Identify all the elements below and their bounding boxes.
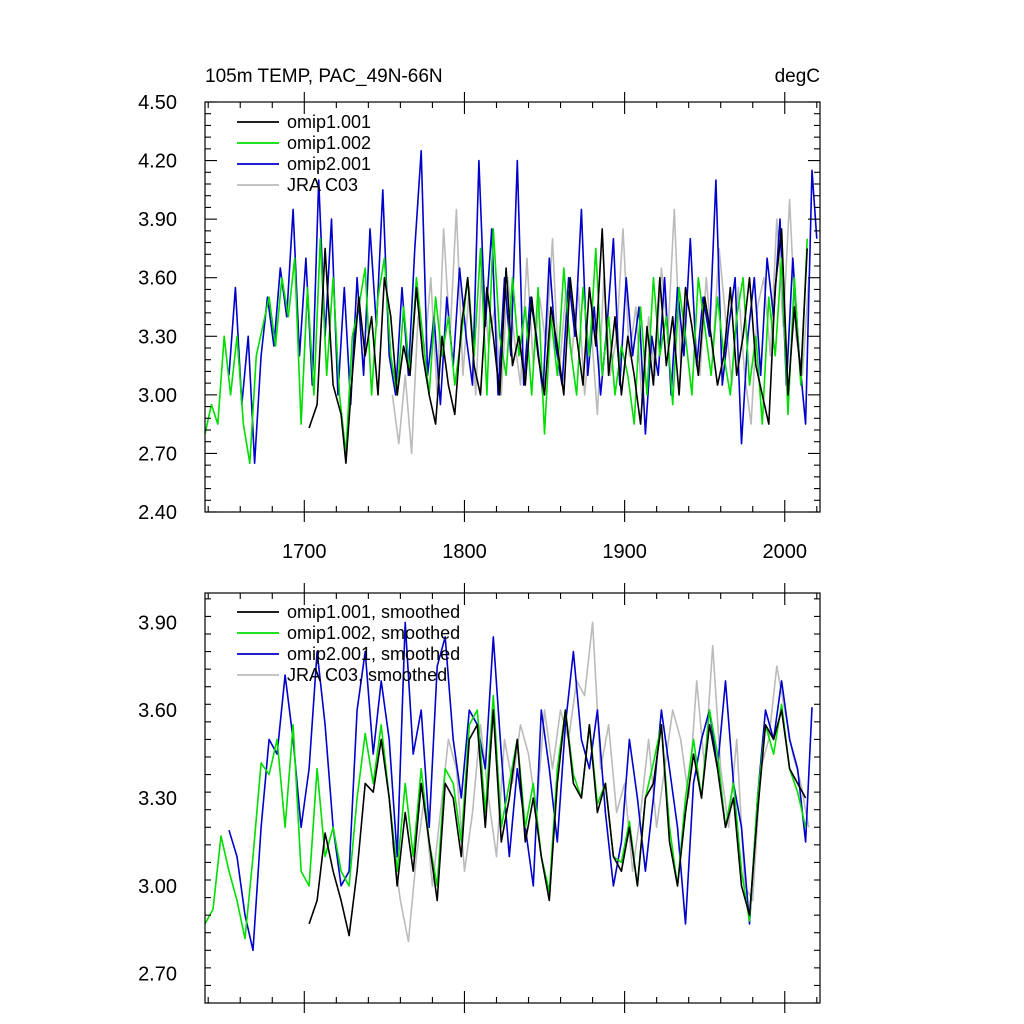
panel-top-units: degC xyxy=(775,66,820,87)
bottom-plot-frame xyxy=(204,592,821,1004)
top-series-line-0 xyxy=(308,228,808,465)
top-y-tick-label: 4.20 xyxy=(138,151,177,173)
panel-top: 105m TEMP, PAC_49N-66N degC 2.40 2.70 3.00… xyxy=(138,66,821,563)
top-x-tick-label: 1900 xyxy=(602,541,647,563)
panel-bottom: 2.70 3.00 3.30 3.60 3.90 omip1.001, smoothed… xyxy=(138,583,821,1013)
top-legend-label-3: JRA C03 xyxy=(287,175,358,195)
panel-bottom-plot-area: 2.70 3.00 3.30 3.60 3.90 xyxy=(138,583,821,1013)
panel-top-plot-area: 2.40 2.70 3.00 3.30 3.60 3.90 4.20 4.50 1700 1800… xyxy=(138,92,821,563)
bottom-legend-label-1: omip1.002, smoothed xyxy=(287,623,460,643)
bottom-legend-label-2: omip2.001, smoothed xyxy=(287,644,460,664)
bottom-legend-label-3: JRA C03, smoothed xyxy=(287,665,447,685)
top-y-tick-label: 2.70 xyxy=(138,443,177,465)
top-y-tick-label: 3.60 xyxy=(138,268,177,290)
bottom-y-tick-label: 3.30 xyxy=(138,788,177,810)
top-legend-label-1: omip1.002 xyxy=(287,133,371,153)
bottom-series-line-0 xyxy=(308,709,807,937)
top-y-tick-label: 2.40 xyxy=(138,502,177,524)
top-legend-label-0: omip1.001 xyxy=(287,112,371,132)
top-y-tick-label: 3.90 xyxy=(138,209,177,231)
top-legend-label-2: omip2.001 xyxy=(287,154,371,174)
bottom-y-tick-label: 2.70 xyxy=(138,964,177,986)
bottom-y-tick-label: 3.60 xyxy=(138,700,177,722)
panel-top-title: 105m TEMP, PAC_49N-66N xyxy=(205,66,443,87)
top-series-line-1 xyxy=(204,228,808,465)
top-y-tick-label: 4.50 xyxy=(138,92,177,114)
top-y-tick-label: 3.30 xyxy=(138,326,177,348)
top-x-tick-label: 2000 xyxy=(763,541,808,563)
bottom-y-tick-label: 3.00 xyxy=(138,876,177,898)
top-plot-frame xyxy=(204,101,821,513)
top-y-tick-label: 3.00 xyxy=(138,385,177,407)
top-x-tick-label: 1800 xyxy=(442,541,487,563)
top-x-tick-label: 1700 xyxy=(282,541,327,563)
bottom-legend-label-0: omip1.001, smoothed xyxy=(287,602,460,622)
bottom-y-tick-label: 3.90 xyxy=(138,612,177,634)
